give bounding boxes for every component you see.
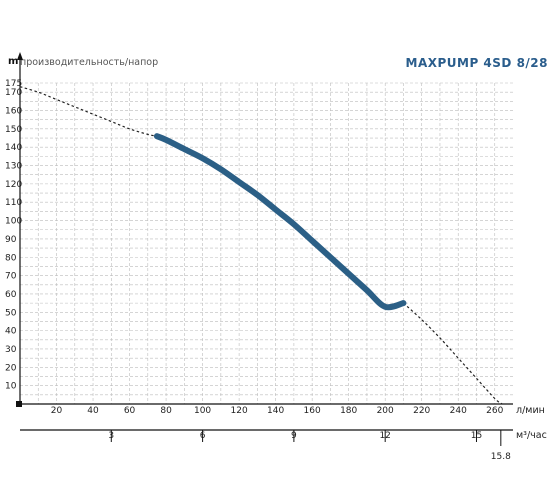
x-tick-label: 260 (486, 406, 503, 416)
extrapolated-curve-left (19, 86, 158, 137)
origin-marker (16, 401, 22, 407)
pump-curves (19, 86, 503, 405)
y-tick-labels: 10 20 30 40 50 60 70 80 90 100 110 120 130 140 150 160 1… (5, 79, 22, 392)
x-tick-label: 20 (51, 406, 63, 416)
y-unit-label: m (8, 56, 18, 67)
secondary-x-axis-title: м³/час (516, 430, 547, 441)
working-range-curve (153, 133, 407, 311)
x-tick-label: 60 (124, 406, 136, 416)
y-tick-label: 110 (5, 198, 22, 208)
x-tick-label: 180 (340, 406, 357, 416)
y-tick-label: 90 (5, 235, 17, 245)
y-tick-label: 40 (5, 327, 17, 337)
x-tick-label: 40 (87, 406, 99, 416)
x-tick-label: 140 (267, 406, 284, 416)
x-tick-label: 220 (413, 406, 430, 416)
x-tick-label: 100 (194, 406, 211, 416)
x-tick-label: 200 (377, 406, 394, 416)
y-tick-label: 175 (5, 79, 22, 89)
y-tick-label: 10 (5, 382, 17, 392)
secondary-x-max-label: 15.8 (491, 452, 511, 462)
chart-axes (16, 52, 513, 431)
y-tick-label: 30 (5, 345, 17, 355)
chart-grid (20, 82, 513, 404)
y-axis-arrow (17, 52, 23, 60)
chart-title: MAXPUMP 4SD 8/28 (406, 56, 549, 70)
extrapolated-curve-right (403, 302, 503, 405)
x-tick-labels: 20 40 60 80 100 120 140 160 180 200 220 240 260 (51, 406, 504, 416)
y-tick-label: 60 (5, 290, 17, 300)
y-tick-label: 130 (5, 162, 22, 172)
y-tick-label: 80 (5, 253, 17, 263)
y-tick-label: 50 (5, 308, 17, 318)
secondary-x-axis-unit: м³/час (516, 430, 547, 441)
y-tick-label: 120 (5, 180, 22, 190)
x-tick-label: 160 (304, 406, 321, 416)
secondary-x-tick-labels: 369121515.8 (108, 430, 511, 462)
y-tick-label: 160 (5, 107, 22, 117)
y-tick-label: 70 (5, 272, 17, 282)
y-tick-label: 100 (5, 217, 22, 227)
x-tick-label: 120 (231, 406, 248, 416)
y-tick-label: 20 (5, 363, 17, 373)
y-tick-label: 140 (5, 143, 22, 153)
y-tick-label: 170 (5, 88, 22, 98)
x-axis-title: л/мин (516, 405, 545, 416)
x-tick-label: 80 (160, 406, 172, 416)
y-axis-title: производительность/напор (20, 57, 158, 68)
y-tick-label: 150 (5, 125, 22, 135)
x-tick-label: 240 (450, 406, 467, 416)
